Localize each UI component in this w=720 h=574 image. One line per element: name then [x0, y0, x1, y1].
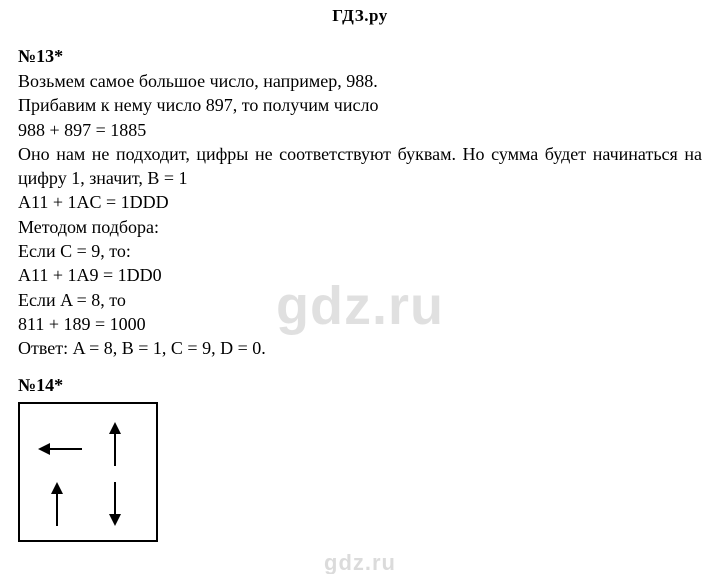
problem-14-title: №14*	[18, 375, 702, 396]
p13-line: Методом подбора:	[18, 215, 702, 239]
page: ГДЗ.ру №13* Возьмем самое большое число,…	[0, 0, 720, 574]
arrow-left-icon	[38, 442, 82, 456]
p13-line: Оно нам не подходит, цифры не соответств…	[18, 142, 702, 191]
p13-line: Если C = 9, то:	[18, 239, 702, 263]
p13-line: A11 + 1A9 = 1DD0	[18, 263, 702, 287]
p13-line: Если A = 8, то	[18, 288, 702, 312]
p13-line: A11 + 1AC = 1DDD	[18, 190, 702, 214]
p13-line: Возьмем самое большое число, например, 9…	[18, 69, 702, 93]
p13-line: 811 + 189 = 1000	[18, 312, 702, 336]
site-header: ГДЗ.ру	[18, 0, 702, 38]
p13-line: 988 + 897 = 1885	[18, 118, 702, 142]
watermark-small: gdz.ru	[0, 550, 720, 574]
problem-13-title: №13*	[18, 46, 702, 67]
p13-line: Прибавим к нему число 897, то получим чи…	[18, 93, 702, 117]
arrows-figure	[18, 402, 158, 542]
arrow-down-icon	[108, 482, 122, 526]
arrow-up-icon	[50, 482, 64, 526]
problem-13-body: Возьмем самое большое число, например, 9…	[18, 69, 702, 361]
p13-line: Ответ: A = 8, B = 1, C = 9, D = 0.	[18, 336, 702, 360]
arrow-up-icon	[108, 422, 122, 466]
